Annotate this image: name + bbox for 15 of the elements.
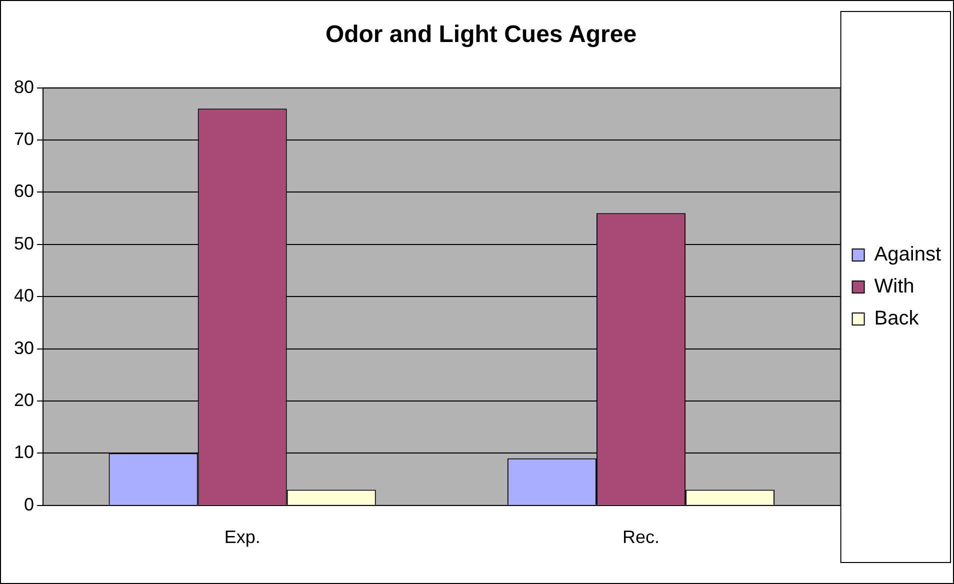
legend-label: With <box>874 276 914 298</box>
legend-label: Against <box>874 244 942 266</box>
y-tick-label: 30 <box>14 338 34 358</box>
y-tick-label: 80 <box>14 76 34 97</box>
x-tick-label: Exp. <box>224 527 260 548</box>
y-tick-label: 20 <box>14 390 34 410</box>
legend-label: Back <box>874 308 920 330</box>
y-tick-label: 70 <box>14 128 34 149</box>
y-tick-label: 10 <box>14 442 34 462</box>
chart-title: Odor and Light Cues Agree <box>325 21 637 48</box>
y-tick-label: 40 <box>14 286 34 306</box>
y-tick-label: 0 <box>24 494 34 514</box>
x-tick-label: Rec. <box>622 527 660 548</box>
y-tick-label: 60 <box>14 181 34 202</box>
y-tick-label: 50 <box>14 233 34 254</box>
